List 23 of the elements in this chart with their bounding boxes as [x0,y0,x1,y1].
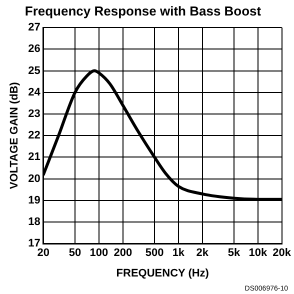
y-tick-label: 21 [28,151,40,164]
x-tick-label: 2k [196,247,210,260]
y-tick-label: 20 [28,172,40,185]
x-tick-label: 10k [248,247,268,260]
x-tick-label: 20k [272,247,292,260]
x-tick-label: 20 [37,247,50,260]
y-tick-label: 22 [28,130,40,142]
chart-title: Frequency Response with Bass Boost [24,3,262,18]
y-tick-label: 25 [28,64,40,77]
y-tick-label: 23 [28,108,40,120]
x-tick-label: 5k [228,247,241,260]
x-tick-label: 50 [68,247,82,260]
y-tick-label: 24 [28,86,42,98]
x-tick-label: 500 [145,247,164,260]
y-axis-title: VOLTAGE GAIN (dB) [8,82,21,190]
y-tick-label: 19 [28,194,40,206]
y-tick-label: 27 [28,22,40,34]
y-tick-label: 26 [28,43,40,56]
x-tick-label: 1k [172,247,186,260]
y-tick-label: 18 [28,216,40,228]
x-axis-title: FREQUENCY (Hz) [116,267,210,280]
x-tick-label: 100 [90,247,108,260]
x-tick-label: 200 [114,247,132,260]
